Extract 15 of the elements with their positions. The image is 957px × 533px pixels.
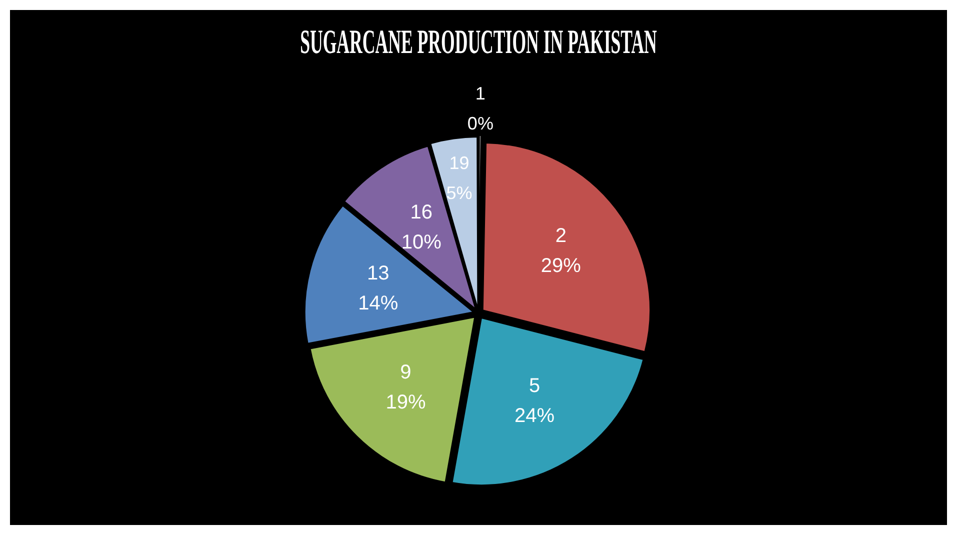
slice-label: 2 xyxy=(555,225,566,248)
data-label: 5% xyxy=(446,182,472,203)
slice-label: 16 xyxy=(410,202,433,224)
data-label: 10% xyxy=(401,232,442,254)
slice-label: 19 xyxy=(449,152,470,173)
data-label: 19% xyxy=(386,392,426,414)
chart-title: SUGARCANE PRODUCTION IN PAKISTAN xyxy=(300,23,658,61)
data-label: 24% xyxy=(514,404,555,427)
slice-label: 13 xyxy=(367,262,390,284)
data-label: 14% xyxy=(358,292,398,314)
slice-label: 1 xyxy=(475,83,486,104)
slice-label: 9 xyxy=(400,362,412,384)
slice-label: 5 xyxy=(528,374,540,397)
data-label: 29% xyxy=(540,255,582,278)
data-label: 0% xyxy=(467,113,494,134)
